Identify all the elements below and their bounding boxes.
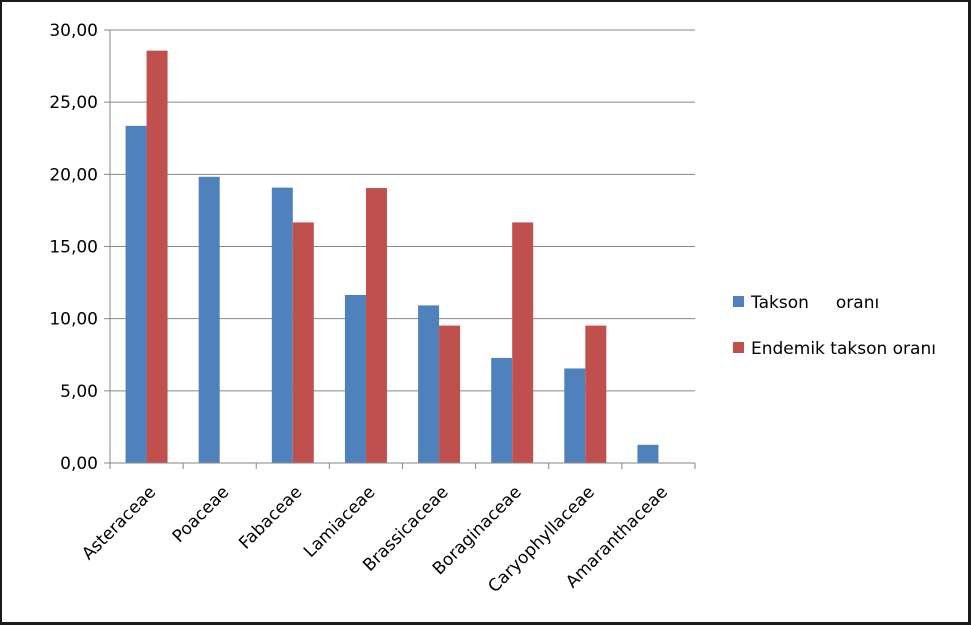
bar-endemik-asteraceae: [146, 50, 168, 463]
bar-takson-lamiaceae: [344, 294, 366, 463]
legend-label-endemik: Endemik takson oranı: [751, 339, 936, 359]
bar-endemik-lamiaceae: [365, 188, 387, 464]
x-axis-labels: Asteraceae Poaceae FabaceaeLamiaceaeBrassi…: [78, 463, 696, 597]
bars: [125, 50, 659, 464]
category-label: Lamiaceae: [300, 482, 379, 561]
category-label: Fabaceae: [235, 482, 306, 553]
category-label: Poaceae: [169, 482, 233, 546]
category-label: Asteraceae: [78, 482, 160, 564]
y-axis-ticks: 0,00 5,00 10,00 15,00 20,00 25,00 30,00: [49, 21, 110, 474]
y-tick-label: 10,00: [49, 310, 98, 330]
y-tick-label: 15,00: [49, 238, 98, 258]
bar-endemik-fabaceae: [292, 222, 314, 463]
bar-takson-brassicaceae: [418, 305, 440, 463]
bar-takson-poaceae: [198, 176, 220, 464]
legend-swatch-takson: [733, 296, 744, 307]
legend-label-takson: Takson oranı: [750, 293, 879, 313]
gridlines: [110, 29, 695, 392]
bar-endemik-boraginaceae: [512, 222, 534, 463]
y-tick-label: 20,00: [49, 165, 98, 185]
bar-endemik-brassicaceae: [439, 325, 461, 463]
y-tick-label: 25,00: [49, 93, 98, 113]
y-tick-label: 5,00: [60, 382, 98, 402]
bar-takson-caryophyllaceae: [564, 368, 586, 463]
bar-takson-fabaceae: [271, 187, 293, 463]
bar-takson-boraginaceae: [491, 357, 513, 463]
legend-swatch-endemik: [733, 342, 744, 353]
legend: Takson oranı Endemik takson oranı: [733, 293, 936, 359]
bar-endemik-caryophyllaceae: [585, 325, 607, 463]
y-tick-label: 30,00: [49, 21, 98, 41]
axes: [109, 30, 695, 469]
bar-takson-amaranthaceae: [637, 444, 659, 463]
bar-takson-asteraceae: [125, 125, 147, 463]
y-tick-label: 0,00: [60, 454, 98, 474]
